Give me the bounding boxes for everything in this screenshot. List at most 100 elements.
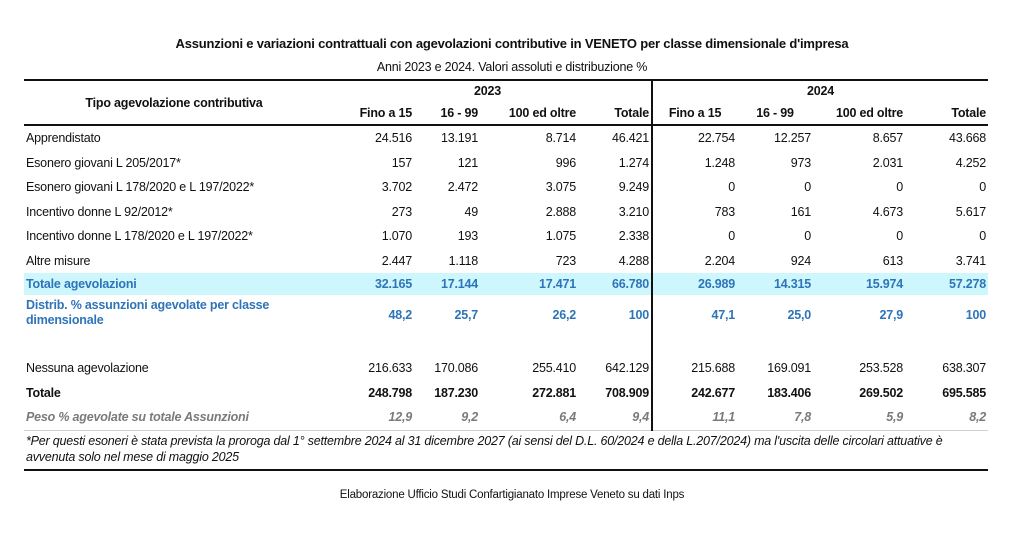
column-header-2024-totale: Totale <box>905 101 989 126</box>
row-label: Totale <box>26 385 61 400</box>
cell: 613 <box>882 253 904 268</box>
cell: 253.528 <box>859 361 904 376</box>
cell: 157 <box>391 155 412 170</box>
cell: 3.210 <box>578 199 654 224</box>
cell: 4.288 <box>578 248 654 273</box>
cell: 0 <box>979 229 987 244</box>
cell: 49 <box>464 204 478 219</box>
cell: 12.257 <box>773 131 812 146</box>
cell: 24.516 <box>374 131 412 146</box>
cell: 215.688 <box>691 361 736 376</box>
cell: 12,9 <box>324 405 414 431</box>
row-label: Esonero giovani L 205/2017* <box>26 155 181 170</box>
cell: 6,4 <box>480 405 578 431</box>
table-row-note: *Per questi esoneri è stata prevista la … <box>24 430 989 471</box>
cell: 2.338 <box>578 224 654 249</box>
table-row-peso: Peso % agevolate su totale Assunzioni 12… <box>24 405 989 431</box>
cell: 273 <box>391 204 412 219</box>
cell: 121 <box>457 155 478 170</box>
cell: 13.191 <box>440 131 478 146</box>
cell: 2.031 <box>872 155 904 170</box>
table-row-incentivo-donne-178: Incentivo donne L 178/2020 e L 197/2022*… <box>24 224 988 249</box>
cell: 25,7 <box>454 307 478 322</box>
spacer-cell <box>813 334 905 356</box>
cell: 1.070 <box>381 229 412 244</box>
column-header-year-2023: 2023 <box>324 79 654 101</box>
table-title: Assunzioni e variazioni contrattuali con… <box>175 36 849 51</box>
spacer-cell <box>578 334 654 356</box>
cell: 242.677 <box>691 385 736 400</box>
cell: 2.888 <box>545 204 576 219</box>
cell: 15.974 <box>813 273 906 295</box>
footnote: *Per questi esoneri è stata prevista la … <box>24 430 989 471</box>
spacer-cell <box>324 334 414 356</box>
cell: 8.714 <box>545 131 576 146</box>
cell: 183.406 <box>767 385 812 400</box>
column-header-2024-100-ed-oltre: 100 ed oltre <box>813 101 906 126</box>
column-header-2024-fino-a-15: Fino a 15 <box>652 101 738 126</box>
table-row-distribuzione: Distrib. % assunzioni agevolate per clas… <box>24 295 988 334</box>
cell: 100 <box>965 307 987 322</box>
table-row-apprendistato: Apprendistato 24.516 13.191 8.714 46.421… <box>24 125 988 151</box>
cell: 0 <box>804 229 812 244</box>
cell: 272.881 <box>532 385 576 400</box>
cell: 25,0 <box>787 307 812 322</box>
cell: 3.075 <box>545 180 576 195</box>
cell: 642.129 <box>578 356 654 381</box>
cell: 0 <box>804 180 812 195</box>
header-row-years: Tipo agevolazione contributiva 2023 2024 <box>24 79 989 126</box>
spacer-cell <box>737 334 813 356</box>
cell: 66.780 <box>578 273 654 295</box>
data-table: Tipo agevolazione contributiva 2023 2024… <box>24 79 989 471</box>
cell: 996 <box>555 155 576 170</box>
table-row-esonero-giovani-178: Esonero giovani L 178/2020 e L 197/2022*… <box>24 175 988 200</box>
table-subtitle: Anni 2023 e 2024. Valori assoluti e dist… <box>376 60 648 74</box>
cell: 9.249 <box>578 175 654 200</box>
cell: 161 <box>790 204 812 219</box>
table-row-spacer <box>24 334 988 356</box>
cell: 4.673 <box>872 204 904 219</box>
cell: 8,2 <box>905 405 989 431</box>
source-note: Elaborazione Ufficio Studi Confartigiana… <box>339 489 685 501</box>
cell: 27,9 <box>879 307 904 322</box>
cell: 187.230 <box>434 385 478 400</box>
spacer-cell <box>905 334 988 356</box>
cell: 22.754 <box>697 131 736 146</box>
column-header-2023-totale: Totale <box>578 101 654 126</box>
table-row-altre-misure: Altre misure 2.447 1.118 723 4.288 2.204… <box>24 248 988 273</box>
cell: 723 <box>555 253 576 268</box>
cell: 924 <box>790 253 812 268</box>
cell: 9,2 <box>414 405 480 431</box>
cell: 14.315 <box>737 273 814 295</box>
header-row-classes: Fino a 15 16 - 99 100 ed oltre Totale Fi… <box>24 101 989 126</box>
row-label: Nessuna agevolazione <box>26 361 149 376</box>
cell: 2.447 <box>381 253 412 268</box>
cell: 0 <box>728 229 736 244</box>
cell: 1.118 <box>448 253 479 268</box>
cell: 3.702 <box>381 180 412 195</box>
cell: 32.165 <box>324 273 414 295</box>
column-header-2023-100-ed-oltre: 100 ed oltre <box>480 101 578 126</box>
cell: 48,2 <box>388 307 412 322</box>
cell: 2.472 <box>447 180 478 195</box>
cell: 5.617 <box>955 204 987 219</box>
cell: 43.668 <box>948 131 987 146</box>
cell: 57.278 <box>905 273 989 295</box>
row-label: Esonero giovani L 178/2020 e L 197/2022* <box>26 180 255 195</box>
cell: 1.248 <box>704 155 736 170</box>
column-header-2023-16-99: 16 - 99 <box>414 101 480 126</box>
column-header-2023-fino-a-15: Fino a 15 <box>324 101 414 126</box>
cell: 7,8 <box>737 405 814 431</box>
row-label: Apprendistato <box>26 131 101 146</box>
cell: 695.585 <box>942 385 987 400</box>
cell: 169.091 <box>767 361 812 376</box>
spacer-cell <box>652 334 737 356</box>
cell: 708.909 <box>578 380 654 405</box>
cell: 248.798 <box>368 385 412 400</box>
cell: 100 <box>578 295 654 334</box>
row-label: Totale agevolazioni <box>24 273 324 295</box>
cell: 17.144 <box>414 273 480 295</box>
table-row-nessuna-agevolazione: Nessuna agevolazione 216.633 170.086 255… <box>24 356 988 381</box>
row-label: Incentivo donne L 92/2012* <box>26 204 173 219</box>
cell: 1.274 <box>578 150 654 175</box>
